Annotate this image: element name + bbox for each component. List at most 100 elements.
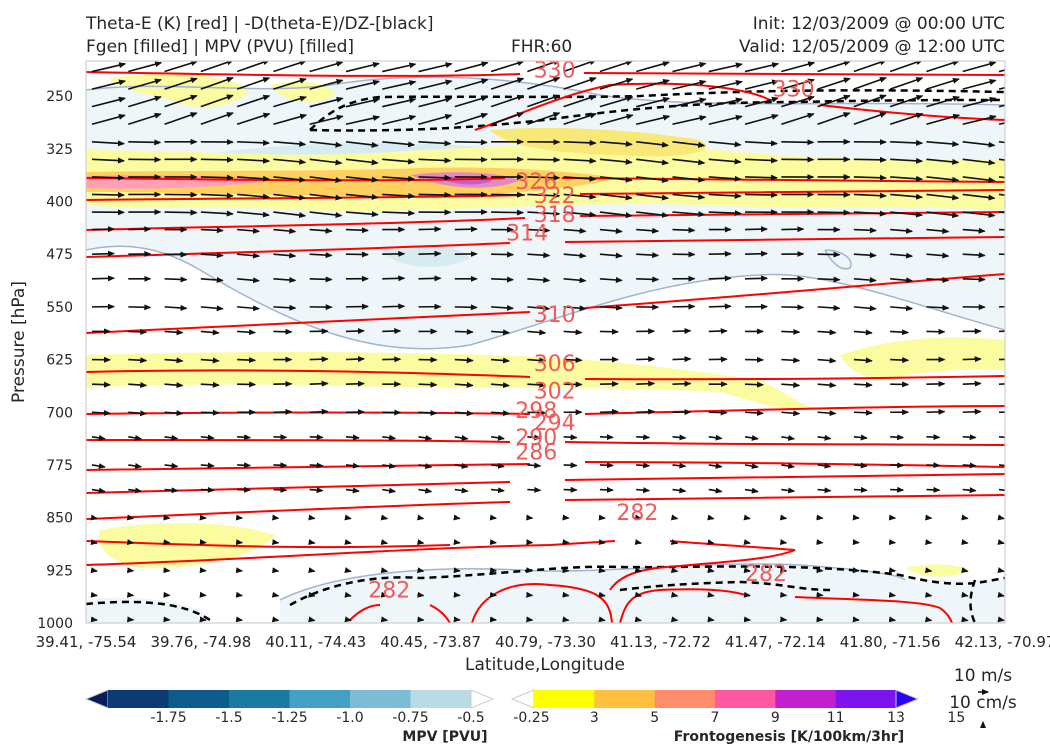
wind-vector: [527, 156, 561, 163]
theta-e-contour-282c: [471, 583, 613, 623]
wind-vector: [199, 591, 207, 598]
wind-vector: [562, 591, 570, 598]
wind-vector: [853, 76, 887, 90]
wind-vector: [126, 539, 135, 546]
wind-vector: [962, 211, 996, 218]
wind-vector: [309, 176, 343, 184]
wind-vector: [126, 591, 135, 598]
wind-vector: [416, 514, 425, 521]
wind-vector: [817, 61, 851, 73]
wind-vector: [599, 95, 634, 108]
wind-vector: [382, 434, 397, 441]
wind-vector: [309, 356, 329, 363]
wind-vector: [309, 408, 329, 415]
colorbar-segment: [534, 690, 595, 708]
valid-time: Valid: 12/05/2009 @ 12:00 UTC: [739, 37, 1005, 57]
wind-vector: [598, 514, 606, 521]
wind-vector: [962, 276, 986, 283]
wind-vector: [961, 539, 969, 545]
wind-vector: [273, 77, 307, 90]
wind-vector: [599, 140, 633, 147]
wind-vector: [890, 462, 905, 469]
wind-vector: [91, 174, 125, 181]
theta-e-contour-310: [86, 273, 1005, 334]
wind-vector: [490, 112, 525, 125]
colorbar-segment: [350, 690, 411, 708]
wind-vector: [309, 380, 329, 387]
wind-vector: [563, 112, 597, 125]
wind-vector: [563, 462, 578, 469]
wind-vector: [744, 79, 780, 90]
wind-vector: [91, 96, 126, 108]
stability-contour: [86, 600, 211, 622]
wind-vector: [345, 193, 379, 200]
wind-vector: [599, 113, 634, 125]
wind-vector: [634, 514, 643, 521]
theta-e-contour-label: 290: [515, 426, 557, 451]
theta-e-contour-label: 322: [534, 184, 576, 209]
wind-vector: [344, 539, 352, 545]
fgen-colorbar-label: Frontogenesis [K/100km/3hr]: [674, 729, 904, 745]
wind-vector: [235, 539, 244, 546]
wind-vector: [926, 140, 960, 147]
wind-vector: [708, 62, 743, 73]
wind-vector: [744, 113, 779, 125]
wind-vector: [926, 77, 960, 90]
wind-vector: [273, 158, 307, 165]
wind-vector: [90, 539, 98, 545]
wind-vector: [781, 78, 815, 90]
wind-vector: [344, 567, 352, 574]
wind-vector: [781, 463, 796, 469]
wind-vector: [526, 591, 534, 598]
theta-e-contour-322: [86, 189, 1005, 201]
wind-vector: [853, 156, 887, 163]
wind-vector: [924, 591, 933, 598]
wind-vector: [128, 95, 162, 108]
wind-vector: [672, 356, 692, 363]
wind-vector: [345, 176, 379, 183]
theta-e-contour-label: 298: [515, 399, 557, 424]
wind-vector: [418, 191, 452, 198]
wind-vector: [344, 591, 352, 598]
wind-vector: [781, 382, 801, 389]
wind-vector: [744, 62, 780, 73]
stability-contour: [309, 89, 1005, 131]
fgen-region: [110, 74, 250, 107]
wind-vector: [672, 487, 687, 494]
wind-vector: [382, 62, 417, 73]
wind-vector: [200, 174, 234, 181]
wind-vector: [527, 434, 542, 441]
wind-vector: [672, 462, 687, 469]
wind-vector: [817, 209, 851, 216]
wind-vector: [708, 192, 742, 199]
wind-vector: [708, 303, 732, 310]
wind-vector: [743, 616, 751, 623]
wind-vector: [962, 176, 996, 184]
wind-vector: [90, 591, 98, 598]
wind-vector: [636, 380, 656, 387]
colorbar-tick-label: -0.75: [392, 710, 428, 726]
wind-vector: [418, 96, 453, 108]
mpv-colorbar-label: MPV [PVU]: [402, 729, 487, 745]
wind-vector: [744, 409, 765, 416]
wind-vector: [888, 567, 897, 574]
theta-e-contour-label: 282: [368, 578, 410, 603]
wind-vector: [527, 112, 561, 125]
wind-vector: [744, 96, 779, 108]
wind-vector: [672, 115, 707, 126]
wind-vector: [128, 434, 143, 441]
y-tick-label: 1000: [37, 616, 73, 632]
fgen-region: [840, 337, 1005, 380]
wind-vector: [200, 305, 224, 312]
wind-vector: [91, 275, 115, 282]
wind-vector: [235, 591, 244, 598]
wind-vector: [200, 252, 224, 259]
wind-vector: [491, 304, 515, 311]
wind-vector: [890, 157, 924, 164]
wind-vector: [237, 211, 270, 218]
wind-vector: [853, 227, 877, 234]
wind-vector: [273, 228, 297, 235]
wind-vector: [90, 567, 98, 574]
wind-vector: [345, 97, 381, 108]
wind-vector: [961, 567, 969, 574]
